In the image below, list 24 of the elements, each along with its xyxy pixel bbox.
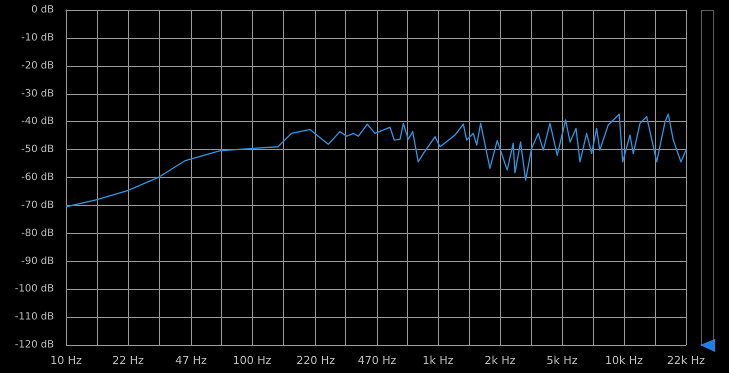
y-tick-label: -100 dB: [14, 284, 54, 295]
x-tick-label: 220 Hz: [296, 354, 336, 367]
x-tick-label: 10k Hz: [605, 354, 644, 367]
y-tick-label: 0 dB: [31, 4, 54, 16]
x-tick-label: 10 Hz: [50, 354, 82, 367]
x-tick-label: 100 Hz: [232, 354, 272, 367]
y-tick-label: -80 dB: [21, 228, 54, 239]
x-tick-label: 22k Hz: [667, 354, 706, 367]
x-tick-label: 22 Hz: [112, 354, 144, 367]
y-tick-label: -90 dB: [21, 256, 54, 267]
y-tick-label: -10 dB: [21, 32, 54, 44]
x-tick-label: 47 Hz: [175, 354, 207, 367]
y-tick-label: -110 dB: [14, 312, 54, 323]
y-tick-label: -50 dB: [21, 144, 54, 156]
y-tick-label: -70 dB: [21, 200, 54, 211]
y-tick-label: -20 dB: [21, 60, 54, 72]
y-tick-label: -40 dB: [21, 116, 54, 128]
x-tick-label: 1k Hz: [422, 354, 454, 367]
y-tick-label: -60 dB: [21, 172, 54, 183]
y-tick-label: -30 dB: [21, 88, 54, 100]
x-tick-label: 2k Hz: [484, 354, 516, 367]
x-tick-label: 5k Hz: [546, 354, 578, 367]
y-tick-label: -120 dB: [14, 340, 54, 350]
x-tick-label: 470 Hz: [358, 354, 396, 367]
